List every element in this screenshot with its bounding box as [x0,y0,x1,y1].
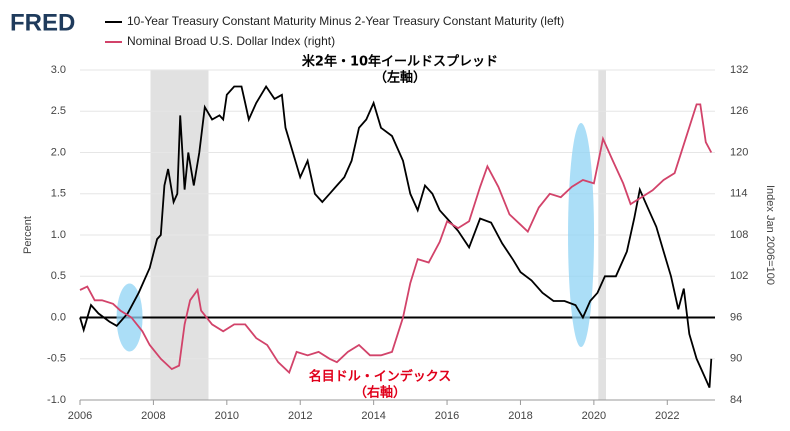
x-tick-label: 2018 [508,410,532,422]
x-tick-label: 2016 [435,410,459,422]
y-tick-label: 0.5 [51,270,66,282]
y2-tick-label: 132 [730,64,748,76]
legend-label: Nominal Broad U.S. Dollar Index (right) [127,34,335,48]
y-tick-label: 3.0 [51,64,66,76]
series-line [79,84,713,388]
x-tick-label: 2010 [215,410,239,422]
y-tick-label: 2.0 [51,146,66,158]
y-tick-label: 2.5 [51,105,66,117]
y2-tick-label: 108 [730,229,748,241]
annotation: （右軸） [354,385,406,401]
y2-tick-label: 102 [730,270,748,282]
series-line [79,103,713,375]
y2-axis-label: Index Jan 2006=100 [764,185,776,285]
x-tick-label: 2008 [141,410,165,422]
x-tick-label: 2012 [288,410,312,422]
x-tick-label: 2014 [361,410,385,422]
y-tick-label: 1.0 [51,229,66,241]
y-tick-label: -1.0 [47,394,66,406]
y-tick-label: -0.5 [47,353,66,365]
y-tick-label: 0.0 [51,311,66,323]
annotation: 米2年・10年イールドスプレッド [302,54,498,70]
annotation: 名目ドル・インデックス [309,369,452,385]
annotation: （左軸） [374,70,426,86]
y2-tick-label: 90 [730,353,742,365]
y2-tick-label: 114 [730,188,748,200]
y-axis-label: Percent [22,216,34,254]
y2-tick-label: 84 [730,394,742,406]
x-tick-label: 2006 [68,410,92,422]
y2-tick-label: 120 [730,146,748,158]
legend-label: 10-Year Treasury Constant Maturity Minus… [127,14,564,28]
y-tick-label: 1.5 [51,188,66,200]
logo: FRED [10,9,75,36]
y2-tick-label: 126 [730,105,748,117]
y2-tick-label: 96 [730,311,742,323]
highlight-ellipse [568,123,595,347]
x-tick-label: 2020 [582,410,606,422]
highlight-ellipse [116,283,143,352]
x-tick-label: 2022 [655,410,679,422]
